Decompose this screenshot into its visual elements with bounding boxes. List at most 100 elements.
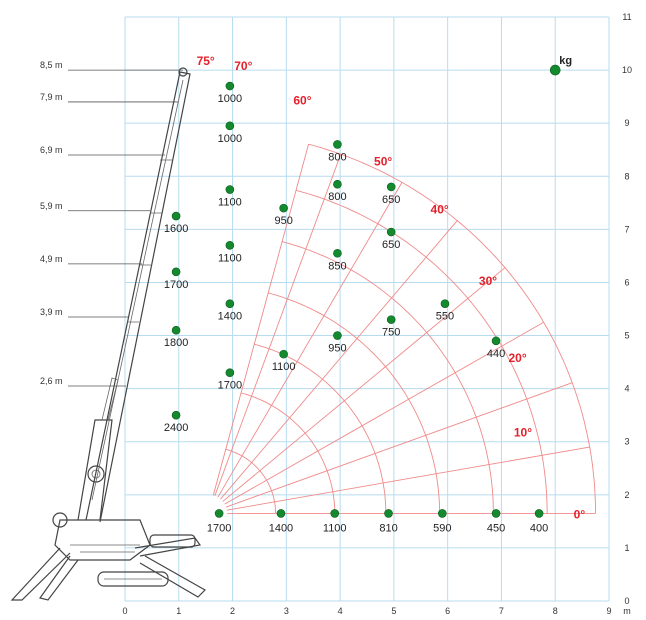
load-point — [225, 121, 235, 131]
load-label: 1100 — [323, 522, 347, 534]
hook-height-label: 4,9 m — [40, 254, 63, 264]
load-label: 950 — [274, 215, 292, 227]
load-point — [386, 182, 396, 192]
boom-angle-label: 40° — [431, 202, 449, 216]
load-point — [491, 336, 501, 346]
load-label: 1100 — [272, 361, 296, 373]
radius-arcs — [225, 143, 597, 514]
y-tick-label: 0 — [624, 596, 629, 606]
grid — [124, 16, 610, 602]
y-tick-label: 2 — [624, 490, 629, 500]
load-point — [171, 211, 181, 221]
radius-arc — [225, 448, 277, 514]
load-point — [225, 299, 235, 308]
axis-ticks: 0 1 2 3 4 5 6 7 8 9 10 11 0 1 2 3 4 5 6 7 8 9 m — [122, 12, 632, 616]
load-points: 1700 1400 1100 810 590 450 400 2400 1700 1100 950 7… — [164, 81, 548, 534]
y-tick-label: 8 — [624, 171, 629, 181]
boom-angle-ray — [225, 382, 573, 508]
load-point — [386, 227, 396, 237]
legend-unit: kg — [559, 55, 572, 67]
hook-height-label: 7,9 m — [40, 92, 63, 102]
load-point — [437, 509, 447, 518]
load-point — [225, 368, 235, 378]
boom-angle-ray — [222, 267, 506, 502]
y-tick-label: 7 — [624, 224, 629, 234]
hook-height-label: 5,9 m — [40, 201, 63, 211]
load-point — [171, 325, 181, 335]
load-label: 800 — [328, 191, 346, 203]
load-point — [333, 140, 342, 149]
legend: kg — [549, 55, 572, 76]
boom-angle-ray — [217, 182, 403, 498]
load-point — [440, 299, 450, 308]
load-point — [333, 179, 342, 189]
legend-point — [549, 64, 561, 76]
load-label: 1700 — [164, 279, 188, 291]
load-label: 1100 — [218, 197, 242, 209]
load-point — [225, 240, 235, 250]
load-label: 1000 — [218, 133, 242, 145]
y-tick-label: 6 — [624, 277, 629, 287]
boom-angle-rays — [212, 144, 596, 514]
load-point — [225, 185, 235, 194]
load-label: 750 — [382, 327, 400, 339]
boom-angle-ray — [226, 446, 590, 511]
x-tick-label: 9 — [606, 606, 611, 616]
boom-angle-label: 10° — [514, 425, 532, 439]
load-point — [330, 509, 340, 518]
x-tick-label: 6 — [445, 606, 450, 616]
load-label: 1100 — [218, 252, 242, 264]
load-point — [534, 509, 544, 518]
load-point — [171, 267, 181, 277]
load-point — [279, 349, 288, 359]
radius-arc — [281, 241, 494, 514]
y-tick-label: 9 — [624, 118, 629, 128]
boom-angle-ray — [214, 154, 342, 497]
y-tick-label: 5 — [624, 331, 629, 341]
hook-height-label: 8,5 m — [40, 60, 63, 70]
boom-angle-ray — [224, 321, 544, 505]
boom-angle-label: 75° — [197, 54, 215, 68]
x-tick-label: 2 — [230, 606, 235, 616]
load-point — [276, 509, 286, 518]
load-label: 810 — [379, 522, 397, 534]
hook-height-label: 3,9 m — [40, 307, 63, 317]
boom-angle-label: 0° — [574, 508, 586, 522]
x-axis-unit: m — [623, 606, 631, 616]
load-label: 650 — [382, 239, 400, 251]
boom-angle-label: 60° — [293, 94, 311, 108]
load-label: 1600 — [164, 223, 188, 235]
y-tick-label: 1 — [624, 543, 629, 553]
boom-angle-ray — [220, 220, 458, 500]
load-point — [384, 509, 393, 518]
boom-angle-label: 70° — [234, 59, 252, 73]
radius-arc — [295, 189, 548, 514]
x-tick-label: 5 — [391, 606, 396, 616]
load-label: 650 — [382, 194, 400, 206]
radius-arc — [240, 392, 336, 514]
load-point — [279, 203, 288, 213]
load-point — [333, 331, 342, 340]
load-label: 1800 — [164, 337, 188, 349]
angle-labels: 0° 10° 20° 30° 40° 50° 60° 70° 75° — [197, 54, 586, 522]
load-point — [491, 509, 501, 518]
load-label: 1400 — [269, 522, 293, 534]
x-tick-label: 7 — [499, 606, 504, 616]
y-tick-label: 3 — [624, 437, 629, 447]
x-tick-label: 3 — [284, 606, 289, 616]
load-label: 950 — [328, 343, 346, 355]
load-label: 850 — [328, 260, 346, 272]
height-leaders: 8,5 m 7,9 m 6,9 m 5,9 m 4,9 m 3,9 m 2,6 m — [40, 60, 183, 387]
load-point — [225, 81, 235, 91]
boom-angle-label: 50° — [374, 155, 392, 169]
x-tick-label: 8 — [553, 606, 558, 616]
x-tick-label: 0 — [122, 606, 127, 616]
y-tick-label: 4 — [624, 384, 629, 394]
load-label: 1400 — [218, 311, 242, 323]
load-point — [333, 248, 342, 258]
hook-height-label: 2,6 m — [40, 376, 63, 386]
load-label: 2400 — [164, 422, 188, 434]
radius-arc — [268, 292, 441, 514]
load-label: 1700 — [218, 380, 242, 392]
